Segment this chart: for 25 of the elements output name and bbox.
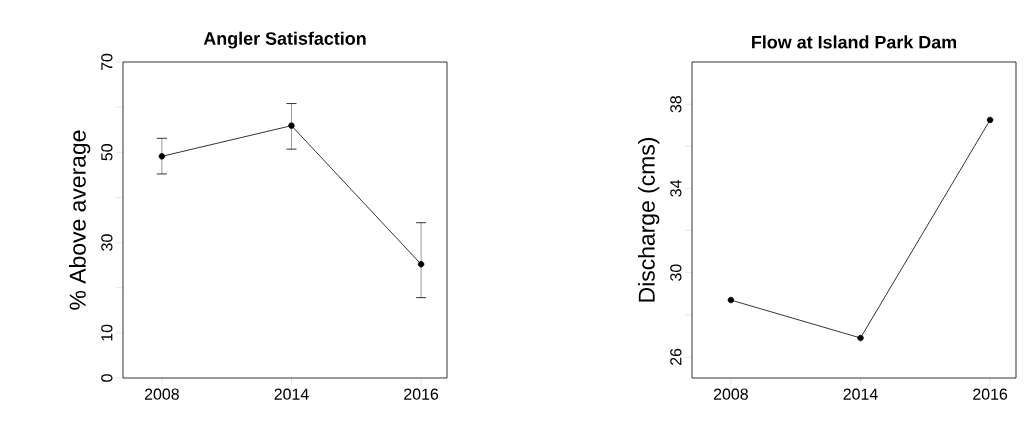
point [857, 334, 864, 342]
y-tick-label: 10 [101, 324, 113, 341]
y-axis-title: Discharge (cms) [638, 138, 660, 302]
chart-title: Flow at Island Park Dam [752, 35, 957, 49]
x-tick-label: 2016 [973, 388, 1008, 400]
y-tick-label: 26 [670, 348, 682, 365]
x-tick-label: 2014 [843, 388, 878, 400]
y-tick-label: 34 [670, 180, 682, 197]
y-tick-label: 30 [670, 264, 682, 281]
x-tick-label: 2008 [144, 388, 179, 400]
x-tick-label: 2014 [274, 388, 309, 400]
y-tick-label: 70 [101, 53, 113, 71]
x-tick-label: 2008 [713, 388, 748, 400]
y-tick-label: 0 [101, 374, 113, 382]
point [727, 296, 735, 304]
y-tick-label: 50 [101, 144, 113, 161]
point [417, 261, 425, 268]
y-tick-label: 30 [101, 234, 113, 251]
chart-title: Angler Satisfaction [203, 31, 366, 49]
point [158, 153, 166, 160]
x-tick-label: 2016 [404, 388, 439, 400]
point [288, 122, 295, 129]
y-axis-title: % Above average [68, 130, 91, 310]
point [986, 116, 994, 124]
y-tick-label: 38 [670, 95, 682, 113]
